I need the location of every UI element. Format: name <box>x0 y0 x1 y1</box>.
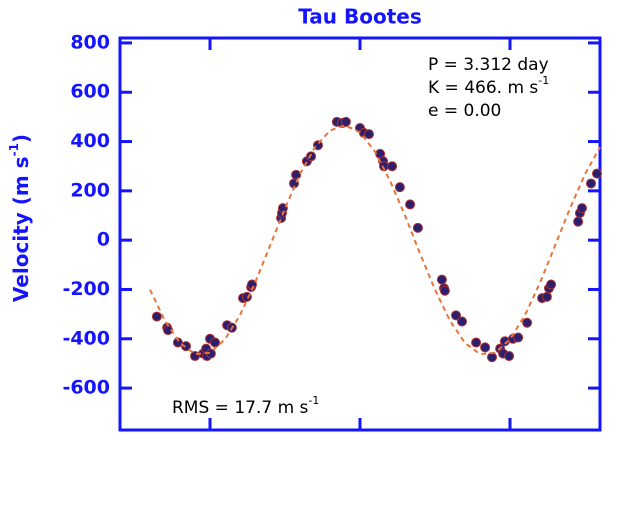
data-point <box>210 337 221 348</box>
data-point <box>522 317 533 328</box>
data-point <box>172 337 183 348</box>
y-tick-label: 600 <box>70 81 110 103</box>
fit-curve <box>149 124 601 356</box>
data-point <box>394 182 405 193</box>
data-point <box>592 168 602 179</box>
annotation-sup: -1 <box>538 74 549 87</box>
annotation: K = 466. m s-1 <box>428 74 549 98</box>
data-point <box>586 178 596 189</box>
data-point <box>306 151 317 162</box>
annotation: e = 0.00 <box>428 101 501 121</box>
y-tick-label: 200 <box>70 179 110 201</box>
annotation: P = 3.312 day <box>428 55 549 75</box>
annotation: RMS = 17.7 m s-1 <box>172 394 319 418</box>
data-point <box>241 291 252 302</box>
data-point <box>457 316 467 327</box>
y-tick-label: 800 <box>70 31 110 53</box>
data-point <box>546 279 557 290</box>
y-axis-label-text: Velocity (m s <box>9 156 33 302</box>
y-tick-label: -600 <box>62 377 110 399</box>
y-tick-label: 0 <box>97 229 110 251</box>
data-point <box>573 216 584 227</box>
data-point <box>471 337 482 348</box>
y-tick-label: 400 <box>70 130 110 152</box>
data-point <box>405 199 416 210</box>
annotation-text: e = 0.00 <box>428 101 501 121</box>
y-tick-label: -200 <box>62 278 110 300</box>
data-point <box>451 310 461 321</box>
annotation-text: RMS = 17.7 m s <box>172 398 309 418</box>
data-point <box>340 116 351 127</box>
data-point <box>364 129 374 140</box>
y-axis-label-close: ) <box>9 134 33 143</box>
data-point <box>513 332 524 343</box>
annotation-sup: -1 <box>308 394 319 407</box>
data-point <box>487 352 497 363</box>
data-point <box>541 291 552 302</box>
data-point <box>577 203 587 214</box>
y-tick-label: -400 <box>62 327 110 349</box>
data-point <box>412 222 423 233</box>
data-point <box>436 274 447 285</box>
y-axis-label-sup: -1 <box>7 143 21 156</box>
data-point <box>387 161 398 172</box>
y-axis-label: Velocity (m s-1) <box>7 134 33 302</box>
data-point <box>439 285 450 296</box>
annotation-text: P = 3.312 day <box>428 55 549 75</box>
annotation-text: K = 466. m s <box>428 78 538 98</box>
data-point <box>151 311 162 322</box>
chart-title: Tau Bootes <box>298 5 422 29</box>
data-point <box>480 342 491 353</box>
data-point <box>504 351 515 362</box>
data-point <box>181 341 191 352</box>
data-point <box>291 169 302 180</box>
